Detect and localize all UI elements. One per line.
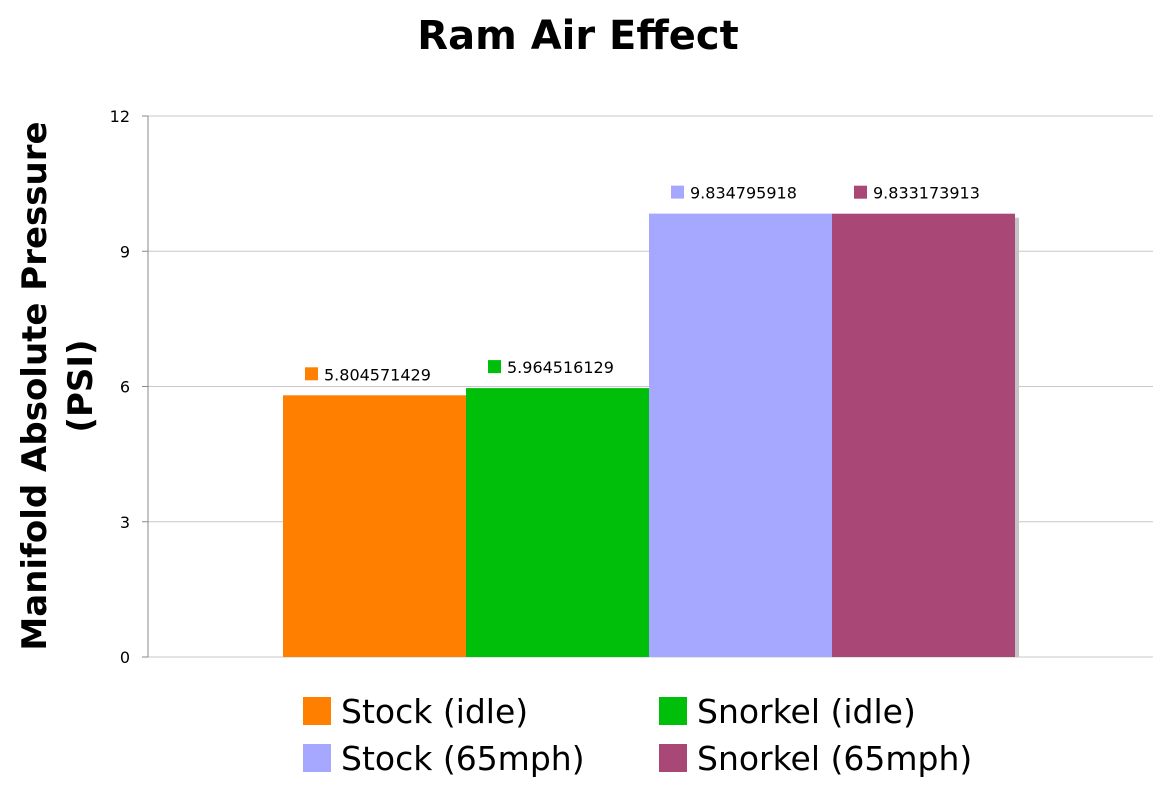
bar-snorkel-idle: [466, 388, 649, 657]
chart-title: Ram Air Effect: [417, 13, 738, 59]
data-labels: 5.804571429 5.964516129 9.834795918 9.83317…: [305, 184, 980, 384]
legend-label: Snorkel (65mph): [697, 739, 972, 778]
data-label: 5.964516129: [507, 358, 614, 377]
y-axis-label-line-2: (PSI): [61, 339, 101, 432]
data-label: 9.834795918: [690, 184, 797, 203]
legend: Stock (idle) Snorkel (idle) Stock (65mph) S…: [303, 692, 972, 778]
y-tick-labels: 0 3 6 9 12: [110, 107, 130, 667]
y-tick-label: 12: [110, 107, 130, 126]
y-tick-label: 9: [120, 242, 130, 261]
legend-label: Stock (idle): [341, 692, 528, 731]
legend-swatch: [659, 744, 687, 772]
bar-shadow: [1015, 217, 1019, 657]
legend-swatch: [303, 744, 331, 772]
legend-swatch: [303, 697, 331, 725]
data-label: 5.804571429: [324, 365, 431, 384]
legend-label: Stock (65mph): [341, 739, 585, 778]
data-label: 9.833173913: [873, 184, 980, 203]
data-label-swatch: [854, 185, 867, 199]
bars: [283, 213, 1019, 657]
data-label-swatch: [488, 360, 501, 374]
data-label-swatch: [305, 367, 318, 381]
y-tick-label: 0: [120, 648, 130, 667]
bar-stock-idle: [283, 395, 466, 657]
data-label-swatch: [671, 185, 684, 199]
y-axis-label: Manifold Absolute Pressure (PSI): [15, 121, 101, 650]
bar-stock-65mph: [649, 213, 832, 657]
y-axis: [142, 115, 149, 658]
y-tick-label: 3: [120, 513, 130, 532]
y-axis-label-line-1: Manifold Absolute Pressure: [15, 121, 55, 650]
bar-snorkel-65mph: [832, 213, 1015, 657]
legend-swatch: [659, 697, 687, 725]
legend-label: Snorkel (idle): [697, 692, 916, 731]
y-tick-label: 6: [120, 378, 130, 397]
